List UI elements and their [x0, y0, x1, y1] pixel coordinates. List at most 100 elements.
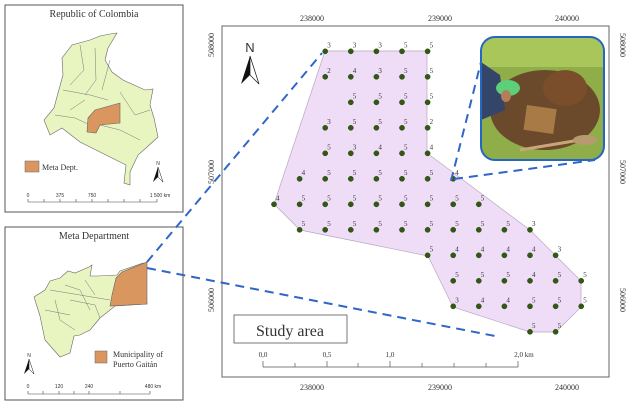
sample-point: [450, 277, 457, 284]
legend-label-line2: Puerto Gaitán: [113, 360, 157, 369]
sample-point-value: 5: [430, 220, 434, 228]
sample-point-value: 5: [378, 194, 382, 202]
sample-point: [552, 277, 559, 284]
sample-point: [527, 252, 533, 259]
sample-point-value: 5: [532, 322, 536, 330]
sample-point-value: 5: [481, 194, 485, 202]
north-label: N: [156, 161, 160, 167]
sample-point: [552, 303, 559, 310]
sample-point-value: 4: [532, 245, 536, 253]
north-arrow-icon: [153, 167, 158, 182]
sample-point: [450, 226, 457, 233]
sample-point: [527, 277, 533, 284]
sample-point-value: 5: [430, 194, 434, 202]
sample-point-value: 5: [455, 194, 459, 202]
sample-point-value: 5: [404, 118, 408, 126]
sample-point: [501, 226, 508, 233]
scale-label: 0: [27, 384, 30, 390]
y-tick-label: 506000: [207, 288, 216, 312]
sample-point-value: 3: [378, 41, 382, 49]
sample-point-value: 5: [404, 143, 408, 151]
sample-point: [322, 201, 329, 208]
sample-point-value: 3: [353, 41, 357, 49]
sample-point: [347, 48, 354, 55]
x-tick-label: 238000: [300, 14, 324, 23]
sample-point-value: 4: [276, 194, 280, 202]
sample-point: [373, 99, 380, 106]
y-tick-label: 508000: [207, 33, 216, 57]
sample-point-value: 5: [430, 169, 434, 177]
scale-label: 480 km: [145, 384, 161, 390]
sample-point: [347, 99, 354, 106]
sample-point: [271, 201, 277, 208]
sample-point: [399, 226, 405, 233]
sample-point-value: 5: [404, 67, 408, 75]
sample-point-value: 5: [506, 271, 510, 279]
sample-point-value: 4: [430, 143, 434, 151]
sample-points: 3 3 3 5 5 2 4 3 5 5 5 5 5 5 3 5 5 5 2 5 3 4 5 4 4 5 5 5 5 5 4 4 5 5 5 5 5 5 5 5…: [271, 41, 587, 335]
sample-point: [373, 201, 380, 208]
sample-point: [450, 201, 457, 208]
sample-point: [501, 277, 508, 284]
sample-point-value: 5: [455, 220, 459, 228]
sample-point-value: 5: [404, 194, 408, 202]
sample-point-value: 5: [481, 220, 485, 228]
scale-label: 120: [55, 384, 64, 390]
sample-point-value: 5: [327, 169, 331, 177]
sample-point-value: 4: [506, 296, 510, 304]
north-arrow-icon: [24, 359, 29, 374]
sample-point-value: 4: [302, 169, 306, 177]
sample-point: [296, 175, 303, 182]
sample-point-value: 3: [455, 296, 459, 304]
sample-point: [527, 226, 533, 233]
sample-point: [424, 175, 431, 182]
scale-label: 750: [88, 193, 97, 199]
sample-point-value: 5: [378, 169, 382, 177]
sample-point-value: 5: [404, 169, 408, 177]
sample-point-value: 4: [455, 245, 459, 253]
scale-label: 1,0: [386, 351, 395, 359]
sample-point-value: 3: [327, 118, 331, 126]
sample-point-value: 5: [353, 118, 357, 126]
sample-point-value: 5: [583, 271, 587, 279]
sample-point-value: 5: [558, 271, 562, 279]
study-area-map: 238000 239000 240000 238000 239000 24000…: [146, 14, 627, 392]
sample-point: [475, 226, 482, 233]
sample-point: [552, 252, 559, 259]
scale-label: 1 500 km: [150, 193, 171, 199]
north-arrow-icon: [241, 56, 250, 84]
sample-point-value: 3: [532, 220, 536, 228]
sample-point: [399, 175, 405, 182]
north-label: N: [27, 353, 31, 359]
sample-point-value: 5: [378, 92, 382, 100]
sample-point: [347, 175, 354, 182]
meta-inset-title: Meta Department: [59, 231, 129, 242]
x-tick-label: 238000: [300, 383, 324, 392]
sample-point: [475, 201, 482, 208]
sample-point-value: 4: [481, 296, 485, 304]
meta-dept-highlight: [86, 102, 121, 134]
sample-point-value: 5: [481, 271, 485, 279]
sample-point-value: 5: [430, 41, 434, 49]
y-tick-label: 507000: [618, 160, 627, 184]
sample-point-value: 4: [455, 169, 459, 177]
sample-point-value: 5: [327, 143, 331, 151]
x-tick-label: 240000: [555, 14, 579, 23]
sample-point-value: 5: [558, 296, 562, 304]
sample-point: [399, 125, 405, 131]
callout-lines: [146, 52, 596, 338]
sample-point-value: 2: [430, 118, 434, 126]
sample-point-value: 3: [558, 245, 562, 253]
sample-point: [450, 303, 457, 310]
field-photo: [480, 36, 605, 161]
sample-point: [475, 303, 482, 310]
sample-point: [424, 74, 431, 80]
sample-point: [322, 48, 329, 55]
sample-point: [322, 175, 329, 182]
legend-label-line1: Municipality of: [113, 350, 163, 359]
y-ticks-right: 508000 507000 506000: [618, 33, 627, 312]
sample-point: [475, 277, 482, 284]
colombia-inset: Republic of Colombia Meta Dept. N 0 375 …: [4, 4, 184, 213]
sample-point: [424, 252, 431, 259]
sample-point-value: 5: [327, 220, 331, 228]
